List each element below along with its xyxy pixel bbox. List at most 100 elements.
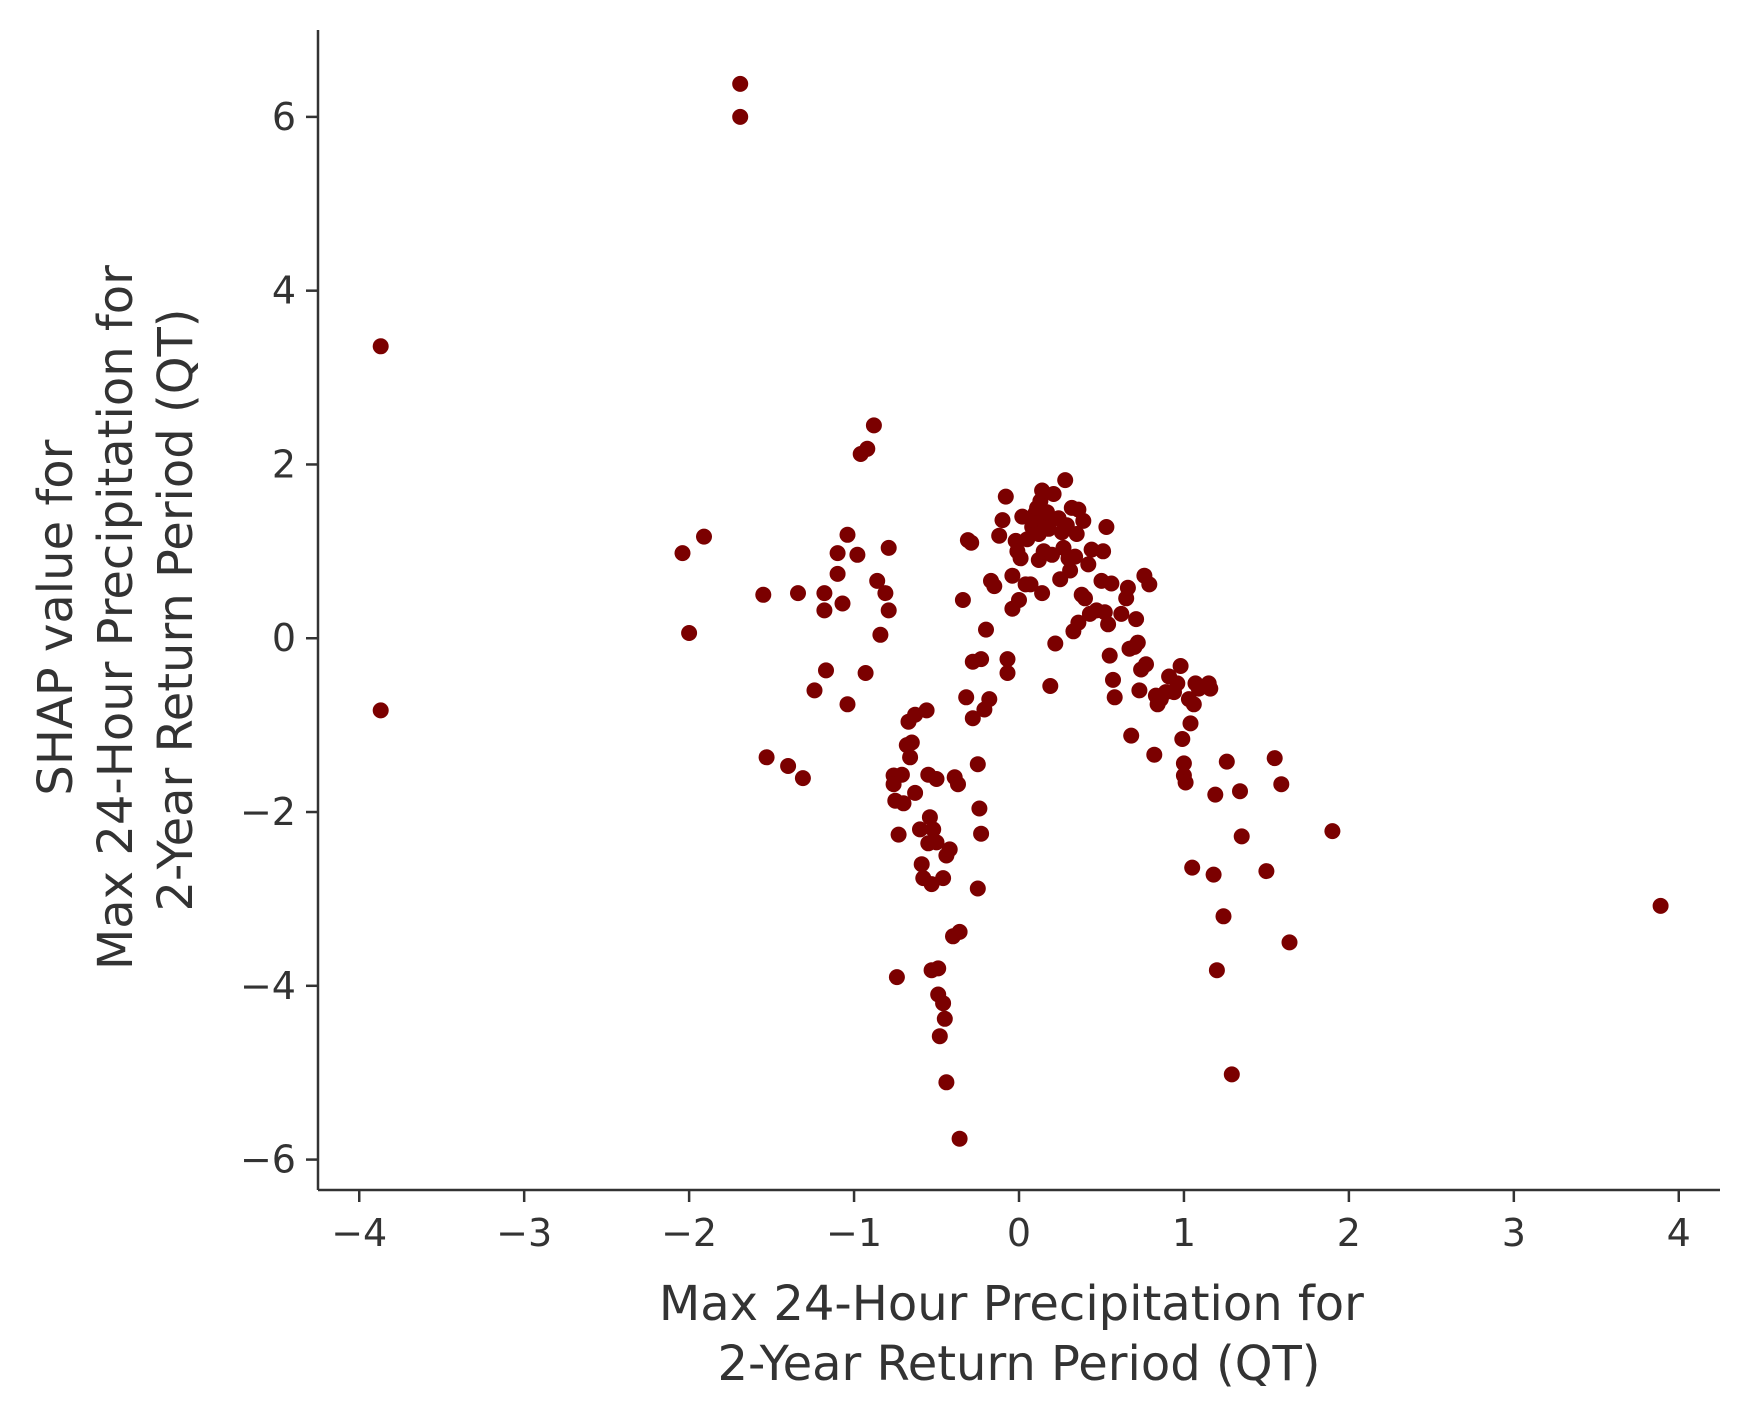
data-point-71 xyxy=(958,689,975,706)
data-point-79 xyxy=(973,825,990,842)
data-point-60 xyxy=(935,995,952,1012)
y-tick-label-1: −4 xyxy=(240,964,296,1008)
data-point-100 xyxy=(1022,576,1039,593)
data-point-192 xyxy=(1273,776,1290,793)
data-point-154 xyxy=(1128,611,1145,628)
x-axis-label-line-2: 2-Year Return Period (QT) xyxy=(717,1336,1320,1392)
data-point-78 xyxy=(971,800,988,817)
data-point-142 xyxy=(1098,519,1115,535)
data-point-5 xyxy=(696,528,712,545)
data-point-62 xyxy=(938,1074,955,1091)
x-tick-label-8: 4 xyxy=(1667,1211,1691,1255)
data-point-26 xyxy=(869,572,886,589)
data-point-1 xyxy=(732,108,749,125)
data-point-131 xyxy=(1070,614,1087,631)
data-point-7 xyxy=(755,586,772,603)
data-point-143 xyxy=(1100,616,1117,633)
data-point-184 xyxy=(1208,962,1225,979)
data-point-17 xyxy=(829,565,846,582)
x-tick-label-6: 2 xyxy=(1337,1211,1361,1255)
y-tick-label-3: 0 xyxy=(272,616,296,660)
data-point-10 xyxy=(794,770,811,787)
data-point-8 xyxy=(758,749,775,766)
data-point-145 xyxy=(1103,575,1120,592)
data-point-133 xyxy=(1075,512,1092,529)
data-point-37 xyxy=(895,795,912,812)
data-point-88 xyxy=(997,488,1014,505)
data-point-34 xyxy=(888,969,905,986)
data-point-117 xyxy=(1047,635,1064,652)
data-point-82 xyxy=(978,621,994,638)
data-point-29 xyxy=(880,602,897,619)
data-point-18 xyxy=(834,595,851,612)
data-point-92 xyxy=(1004,567,1021,584)
data-point-56 xyxy=(930,960,947,977)
data-point-115 xyxy=(1044,546,1060,563)
y-axis-label-line-1: SHAP value for xyxy=(28,439,84,795)
data-point-44 xyxy=(912,821,928,838)
data-point-86 xyxy=(991,527,1008,544)
data-point-42 xyxy=(907,784,924,801)
data-point-193 xyxy=(1281,934,1298,951)
data-point-160 xyxy=(1141,576,1158,593)
data-point-19 xyxy=(839,526,856,543)
x-axis-label-line-1: Max 24-Hour Precipitation for xyxy=(659,1276,1364,1332)
data-point-69 xyxy=(951,1130,968,1147)
data-point-3 xyxy=(372,702,389,719)
data-point-186 xyxy=(1218,753,1235,770)
data-point-41 xyxy=(903,734,920,751)
y-axis-ticks: −6 −4 −2 0 2 4 6 xyxy=(240,95,318,1182)
data-point-144 xyxy=(1101,647,1118,664)
data-point-189 xyxy=(1233,828,1250,845)
data-point-73 xyxy=(963,534,980,551)
data-point-36 xyxy=(893,766,910,783)
data-point-134 xyxy=(1077,590,1093,607)
y-axis-label: SHAP value for Max 24-Hour Precipitation… xyxy=(28,250,204,970)
data-point-87 xyxy=(994,512,1011,529)
x-axis-label: Max 24-Hour Precipitation for 2-Year Ret… xyxy=(659,1276,1379,1392)
data-point-114 xyxy=(1042,678,1059,694)
data-point-11 xyxy=(790,585,806,602)
data-point-21 xyxy=(849,546,866,563)
data-point-128 xyxy=(1067,548,1084,565)
y-axis-label-line-2: Max 24-Hour Precipitation for xyxy=(88,265,144,970)
data-point-109 xyxy=(1034,585,1051,602)
data-point-161 xyxy=(1146,746,1163,763)
data-point-24 xyxy=(857,665,874,681)
data-point-183 xyxy=(1207,786,1224,803)
data-point-28 xyxy=(877,585,894,602)
data-point-47 xyxy=(918,702,935,719)
data-point-9 xyxy=(780,758,797,774)
data-point-55 xyxy=(928,771,945,787)
data-point-68 xyxy=(951,923,968,940)
data-point-96 xyxy=(1012,550,1029,567)
data-point-40 xyxy=(902,749,919,766)
data-point-30 xyxy=(880,539,897,556)
y-tick-label-5: 4 xyxy=(272,269,296,313)
x-axis-ticks: −4 −3 −2 −1 0 1 2 3 4 xyxy=(331,1190,1691,1255)
x-tick-label-2: −2 xyxy=(661,1211,717,1255)
data-point-4 xyxy=(674,545,691,562)
data-point-74 xyxy=(964,710,981,727)
y-tick-label-4: 2 xyxy=(272,442,296,486)
data-point-152 xyxy=(1123,727,1140,744)
data-point-15 xyxy=(818,662,834,679)
data-point-122 xyxy=(1057,472,1074,489)
data-point-173 xyxy=(1177,774,1194,791)
data-point-25 xyxy=(865,417,882,434)
data-point-27 xyxy=(872,626,889,643)
x-tick-label-1: −3 xyxy=(496,1211,552,1255)
data-points xyxy=(372,75,1669,1147)
data-point-85 xyxy=(986,578,1003,595)
data-point-2 xyxy=(372,338,389,355)
data-point-182 xyxy=(1205,866,1222,883)
x-tick-label-7: 3 xyxy=(1502,1211,1526,1255)
data-point-45 xyxy=(913,856,930,873)
data-point-156 xyxy=(1131,682,1148,699)
x-tick-label-5: 1 xyxy=(1172,1211,1196,1255)
data-point-194 xyxy=(1324,823,1341,840)
data-point-58 xyxy=(931,1028,948,1045)
data-point-116 xyxy=(1045,486,1062,502)
data-point-188 xyxy=(1232,783,1248,800)
data-point-16 xyxy=(829,545,846,562)
